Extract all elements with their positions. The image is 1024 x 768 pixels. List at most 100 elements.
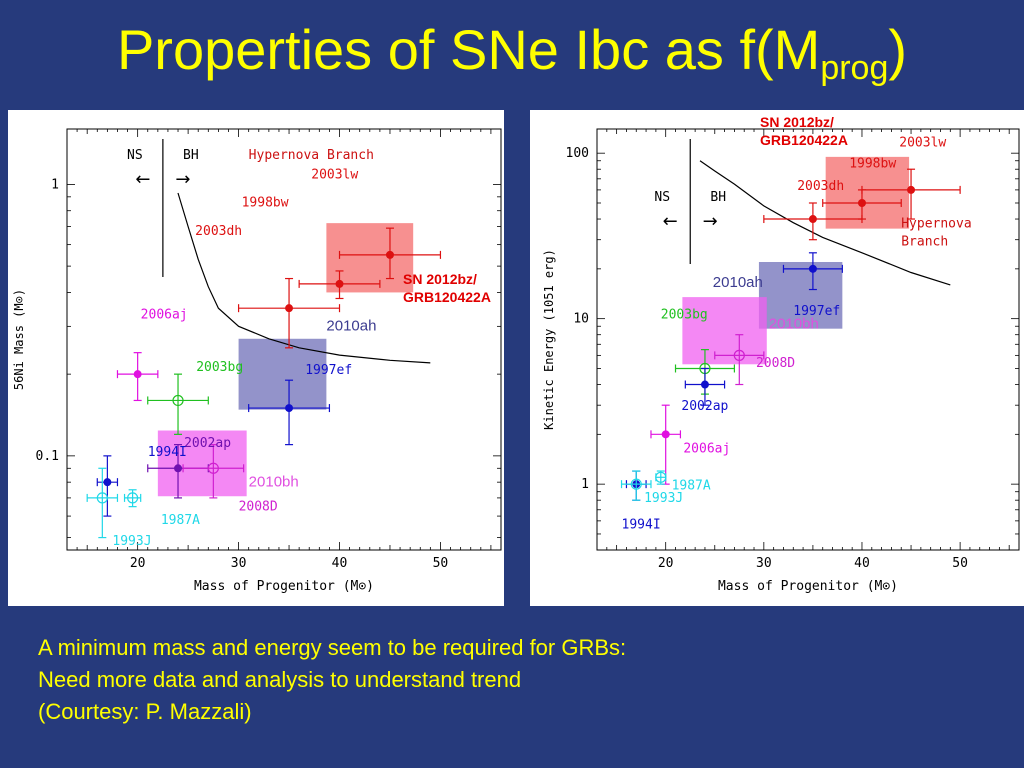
caption-line-3: (Courtesy: P. Mazzali) (38, 699, 252, 724)
label-2006aj: 2006aj (683, 442, 730, 457)
label-2008d: 2008D (756, 356, 795, 371)
y-tick-label: 1 (581, 477, 589, 492)
label-2010ah: 2010ah (326, 317, 376, 334)
label-2003bg: 2003bg (661, 308, 708, 323)
data-point-1998bw (298, 270, 381, 300)
label-1987a: 1987A (672, 478, 711, 493)
x-tick-label: 30 (231, 556, 247, 571)
data-point-2003lw (338, 227, 442, 280)
marker (661, 430, 670, 439)
marker (174, 464, 183, 473)
y-axis-label: 56Ni Mass (M⊙) (12, 289, 26, 390)
label-1993j: 1993J (112, 534, 151, 549)
marker (127, 492, 139, 504)
marker (96, 492, 108, 504)
marker (630, 478, 642, 490)
highlight-box-grb (825, 156, 910, 229)
bh-label: BH (183, 148, 199, 163)
data-point-2008d (182, 444, 245, 499)
marker (385, 250, 394, 259)
marker (207, 462, 219, 474)
label-2002ap: 2002ap (681, 399, 728, 414)
bh-label: BH (710, 190, 726, 205)
nickel-mass-chart-panel: 20 30 40 50 1 0.1 Mass of Progenitor (M⊙) 56Ni … (8, 110, 504, 606)
data-point-2003dh (763, 202, 863, 241)
title-main: Properties of SNe Ibc as f(M (116, 18, 821, 81)
data-point-1987a (655, 470, 667, 485)
kinetic-energy-chart: 20 30 40 50 100 10 1 Mass of Progenitor (M⊙) Kin… (542, 114, 1020, 594)
grb-callout-right: SN 2012bz/GRB120422A (760, 114, 848, 148)
marker (733, 349, 745, 361)
hypernova-curve (699, 160, 951, 286)
title-subscript: prog (820, 49, 889, 87)
label-2003lw: 2003lw (899, 135, 946, 150)
label-2003dh: 2003dh (195, 224, 242, 239)
marker (285, 304, 294, 313)
highlight-box-2010bh (157, 430, 247, 497)
x-tick-label: 20 (658, 556, 674, 571)
marker (285, 404, 294, 413)
label-2010ah: 2010ah (713, 274, 763, 291)
marker (907, 185, 916, 194)
arrow-left-icon: ← (663, 211, 678, 232)
arrow-right-icon: → (175, 169, 190, 190)
grb-callout-left: SN 2012bz/GRB120422A (403, 271, 491, 305)
marker (700, 380, 709, 389)
marker (103, 478, 112, 487)
marker (172, 394, 184, 407)
hypernova-curve (177, 192, 431, 364)
kinetic-energy-chart-panel: 20 30 40 50 100 10 1 Mass of Progenitor (M⊙) Kin… (530, 110, 1024, 606)
label-2002ap: 2002ap (184, 436, 231, 451)
y-axis-label: Kinetic Energy (1051 erg) (542, 249, 556, 430)
data-point-1994i (96, 455, 119, 517)
caption-line-1: A minimum mass and energy seem to be req… (38, 635, 627, 660)
title-close: ) (888, 18, 908, 81)
x-tick-label: 50 (952, 556, 968, 571)
label-2010bh: 2010bh (769, 316, 819, 333)
label-1998bw: 1998bw (849, 156, 896, 171)
hypernova-branch-label-2: Branch (901, 234, 948, 249)
marker (808, 264, 817, 273)
x-tick-label: 40 (332, 556, 348, 571)
marker (133, 370, 142, 379)
grb-label-line-1: SN 2012bz/ (760, 114, 834, 130)
y-tick-label: 100 (566, 146, 589, 161)
slide-caption: A minimum mass and energy seem to be req… (38, 632, 626, 728)
arrow-right-icon: → (703, 211, 718, 232)
grb-label-line-2: GRB120422A (760, 132, 848, 148)
highlight-box-2010ah (758, 261, 843, 329)
label-2008d: 2008D (239, 499, 278, 514)
x-axis-label: Mass of Progenitor (M⊙) (194, 579, 374, 594)
data-point-2006aj (650, 404, 682, 485)
hypernova-branch-label: Hypernova Branch (249, 148, 374, 163)
label-1997ef: 1997ef (305, 363, 352, 378)
label-1993j: 1993J (644, 491, 683, 506)
arrow-left-icon: ← (135, 169, 150, 190)
hypernova-branch-label-1: Hypernova (901, 216, 971, 231)
marker (655, 471, 667, 483)
y-tick-label: 10 (573, 312, 589, 327)
data-point-2003bg (147, 373, 209, 435)
highlight-box-2010bh (682, 297, 767, 365)
x-axis-label: Mass of Progenitor (M⊙) (718, 579, 898, 594)
ns-label: NS (127, 148, 143, 163)
data-point-2003dh (237, 277, 341, 349)
data-point-2002ap (684, 367, 726, 406)
label-2010bh: 2010bh (249, 474, 299, 491)
data-point-1997ef (248, 379, 331, 446)
x-tick-label: 30 (756, 556, 772, 571)
y-tick-label: 0.1 (36, 449, 59, 464)
label-2003lw: 2003lw (311, 168, 358, 183)
slide-title: Properties of SNe Ibc as f(Mprog) (0, 18, 1024, 100)
data-point-1993j (620, 470, 652, 501)
label-1987a: 1987A (161, 513, 200, 528)
data-point-2002ap (147, 444, 209, 499)
data-point-2008d (714, 334, 765, 386)
x-tick-label: 20 (130, 556, 146, 571)
grb-label-line-1: SN 2012bz/ (403, 271, 477, 287)
data-point-2006aj (116, 352, 159, 402)
marker (335, 279, 344, 288)
label-1994i: 1994I (622, 517, 661, 532)
x-tick-label: 50 (433, 556, 449, 571)
nickel-mass-chart: 20 30 40 50 1 0.1 Mass of Progenitor (M⊙) 56Ni … (12, 128, 502, 594)
